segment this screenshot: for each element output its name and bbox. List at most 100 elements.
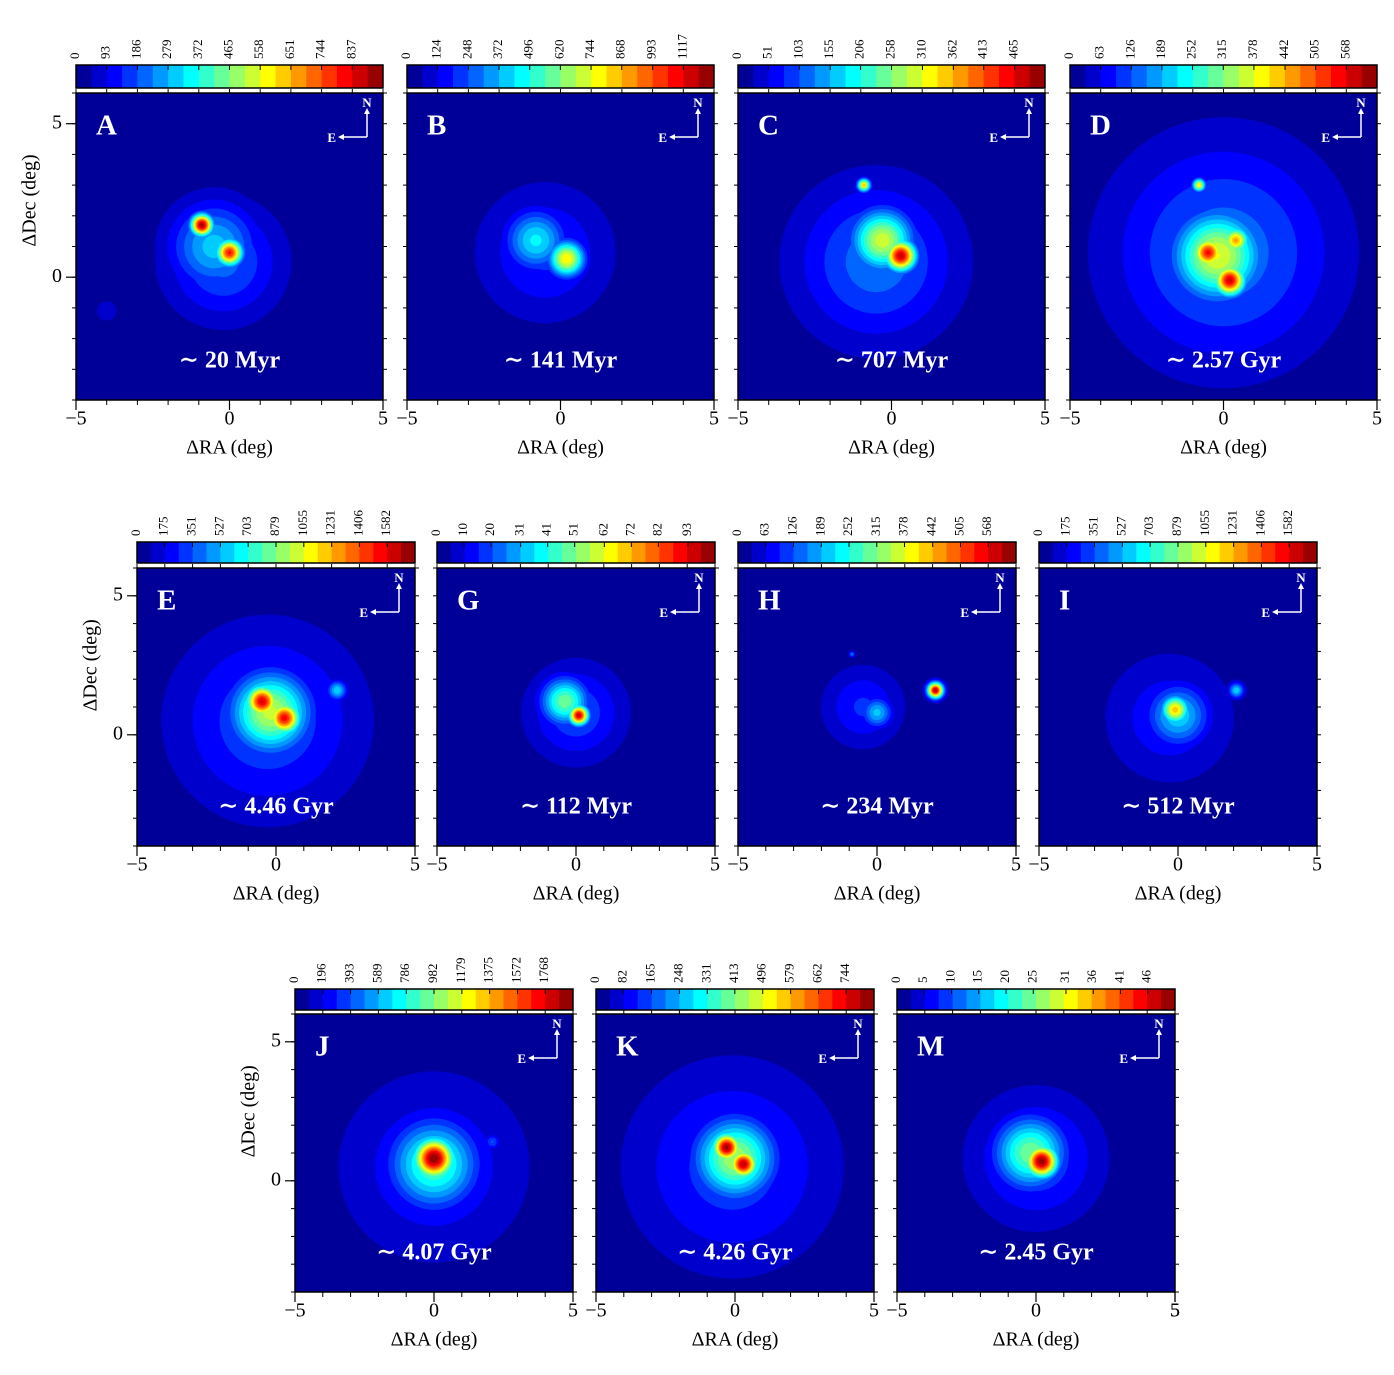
colorbar-tick-label: 189 [812, 517, 827, 537]
colorbar-tick-label: 25 [1024, 970, 1039, 983]
age-annotation: ∼ 2.57 Gyr [1166, 348, 1282, 374]
colorbar-bin [735, 989, 750, 1010]
colorbar-tick-label: 124 [429, 39, 444, 59]
x-tick-label: −5 [65, 408, 86, 430]
colorbar-tick-label: 63 [1092, 46, 1107, 59]
colorbar-tick-label: 5 [915, 977, 930, 984]
colorbar-tick-label: 0 [398, 53, 413, 60]
colorbar-bin [303, 542, 319, 563]
colorbar-tick-label: 879 [267, 517, 282, 537]
x-axis-label: ΔRA (deg) [993, 1329, 1080, 1351]
colorbar-bin [606, 65, 623, 88]
colorbar-bin [387, 542, 402, 563]
colorbar-tick-label: 31 [512, 523, 527, 536]
y-tick-label: 5 [271, 1029, 281, 1051]
y-tick-label: 0 [271, 1168, 281, 1190]
age-annotation: ∼ 4.07 Gyr [376, 1240, 492, 1266]
compass-east: E [960, 605, 969, 620]
x-tick-label: 5 [1312, 854, 1322, 876]
density-contour [491, 1140, 494, 1143]
colorbar-bin [1022, 989, 1037, 1010]
colorbar-bin [407, 65, 423, 88]
colorbar-bin [779, 542, 795, 563]
colorbar-bin [651, 989, 666, 1010]
colorbar-bin [1300, 65, 1317, 88]
colorbar-tick-label: 868 [613, 40, 628, 60]
colorbar-tick-label: 310 [913, 40, 928, 60]
colorbar-bin [980, 989, 995, 1010]
colorbar-bin [679, 989, 694, 1010]
colorbar-bin [1008, 989, 1023, 1010]
y-tick-label: 5 [113, 583, 123, 605]
colorbar-bin [918, 542, 934, 563]
compass-head [1000, 108, 1032, 140]
colorbar-bin [804, 989, 819, 1010]
colorbar-bin [489, 989, 504, 1010]
colorbar-bin [1254, 65, 1271, 88]
colorbar-tick-label: 252 [1184, 40, 1199, 60]
colorbar-bin [952, 989, 967, 1010]
colorbar-bin [475, 989, 491, 1010]
colorbar-bin [434, 989, 449, 1010]
density-contour [1038, 1158, 1045, 1165]
density-contour [1205, 250, 1211, 256]
colorbar-bin [790, 989, 805, 1010]
colorbar-tick-label: 0 [286, 977, 301, 984]
x-axis-label: ΔRA (deg) [186, 437, 273, 459]
x-tick-label: 0 [872, 854, 882, 876]
colorbar-bin [966, 989, 981, 1010]
colorbar-bin [753, 65, 770, 88]
colorbar-tick-label: 505 [951, 517, 966, 537]
colorbar-bin [748, 989, 764, 1010]
colorbar-tick-label: 372 [490, 40, 505, 60]
colorbar-bin [637, 65, 654, 88]
colorbar-bin [1136, 542, 1151, 563]
x-tick-label: 0 [1031, 1300, 1041, 1322]
colorbar-tick-label: 1582 [1280, 510, 1295, 536]
colorbar-tick-label: 252 [840, 517, 855, 537]
colorbar-bin [492, 542, 507, 563]
colorbar-bin [529, 65, 546, 88]
colorbar-bin [464, 542, 480, 563]
colorbar-bin [609, 989, 625, 1010]
x-tick-label: −5 [727, 854, 748, 876]
colorbar-bin [214, 65, 230, 88]
colorbar-bin [345, 542, 360, 563]
colorbar-tick-label: 505 [1307, 40, 1322, 60]
colorbar-tick-label: 248 [670, 964, 685, 984]
colorbar-tick-label: 175 [1058, 517, 1073, 537]
compass-head [971, 583, 1003, 615]
colorbar-bin [988, 542, 1003, 563]
density-contour [333, 686, 341, 694]
colorbar-bin [637, 989, 653, 1010]
colorbar-bin [751, 542, 767, 563]
colorbar-tick-label: 175 [156, 517, 171, 537]
colorbar-bin [922, 65, 939, 88]
density-contour [577, 713, 581, 717]
colorbar-tick-label: 46 [1139, 970, 1154, 984]
colorbar-tick-label: 651 [282, 40, 297, 60]
colorbar-bin [244, 65, 261, 88]
colorbar-bin [192, 542, 207, 563]
colorbar-tick-label: 315 [868, 517, 883, 537]
density-contour [260, 699, 264, 704]
colorbar-bin [849, 542, 864, 563]
colorbar-bin [1219, 542, 1235, 563]
colorbar-bin [974, 542, 989, 563]
density-contour [1197, 183, 1201, 187]
colorbar-bin [350, 989, 365, 1010]
density-contour [724, 1145, 729, 1150]
colorbar-bin [821, 542, 836, 563]
colorbar-bin [1269, 65, 1286, 88]
colorbar-tick-label: 372 [190, 40, 205, 60]
colorbar-bin [560, 65, 577, 88]
colorbar-tick-label: 15 [970, 970, 985, 983]
compass-north: N [995, 570, 1005, 585]
colorbar-bin [591, 65, 608, 88]
panel: 0 175 351 527 703 879 1055 1231 1406 1582 −5 0 5 0 5 ΔR… [80, 510, 420, 905]
colorbar-tick-label: 496 [521, 39, 536, 59]
density-contour [740, 1161, 747, 1168]
colorbar-bin [206, 542, 221, 563]
colorbar-bin [1108, 542, 1123, 563]
colorbar-bin [904, 542, 920, 563]
